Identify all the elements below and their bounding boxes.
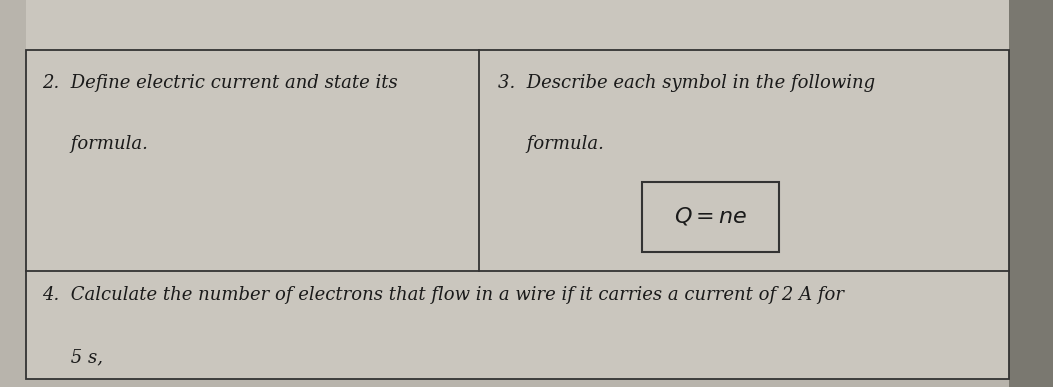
Text: 5 s,: 5 s, [42,348,103,366]
Bar [26,50,1009,379]
Text: $Q = ne$: $Q = ne$ [674,206,748,228]
Bar [26,0,1009,50]
Text: 4.  Calculate the number of electrons that flow in a wire if it carries a curren: 4. Calculate the number of electrons tha… [42,286,845,305]
Text: 3.  Describe each symbol in the following: 3. Describe each symbol in the following [498,74,875,92]
Bar [642,182,779,252]
Bar [26,50,1009,379]
Text: 2.  Define electric current and state its: 2. Define electric current and state its [42,74,398,92]
Bar [0,0,26,387]
Text: formula.: formula. [498,135,604,154]
Text: formula.: formula. [42,135,148,154]
Bar [642,182,779,252]
Bar [1009,0,1053,387]
